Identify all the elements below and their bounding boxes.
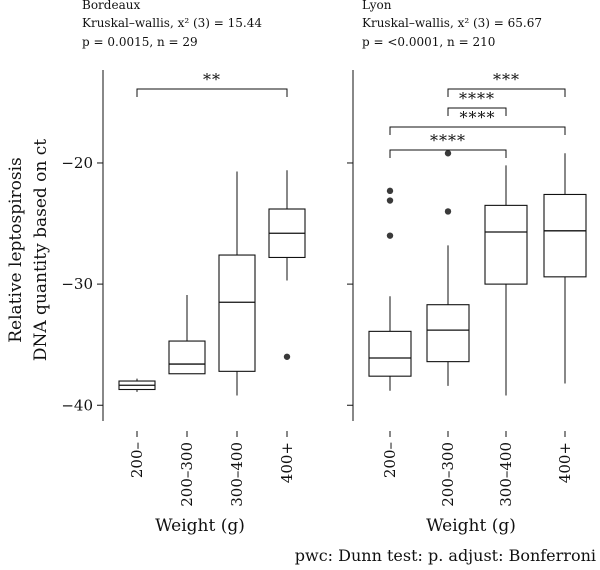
significance-stars: ****: [459, 89, 495, 108]
bordeaux-y-tick-label: −40: [61, 396, 93, 414]
lyon-comparison-bracket: ****: [447, 89, 507, 116]
significance-stars: ****: [430, 131, 466, 150]
bordeaux-panel-title: Bordeaux: [82, 0, 140, 12]
bracket-line: [389, 149, 507, 158]
lyon-box-4: [543, 153, 587, 384]
bordeaux-x-axis-title: Weight (g): [155, 516, 245, 536]
bordeaux-box-1: [118, 378, 156, 392]
bracket-line: [136, 88, 288, 97]
lyon-box-3: [484, 165, 528, 396]
bordeaux-box-2: [168, 295, 206, 375]
bordeaux-x-tick-label: 400+: [278, 442, 296, 483]
lyon-panel-title: Lyon: [362, 0, 392, 12]
lyon-comparison-bracket: ****: [389, 108, 566, 135]
significance-stars: ****: [460, 108, 496, 127]
bordeaux-stat-line2: p = 0.0015, n = 29: [82, 35, 198, 49]
outlier-point: [386, 187, 394, 195]
footer-note: pwc: Dunn test: p. adjust: Bonferroni: [295, 546, 596, 565]
lyon-stat-line1: Kruskal–wallis, x² (3) = 65.67: [362, 16, 542, 30]
box-iqr: [218, 254, 256, 372]
bordeaux-box-4: [268, 170, 306, 360]
significance-stars: **: [203, 70, 221, 89]
y-axis-title-line1: Relative leptospirosis: [6, 157, 26, 343]
lyon-comparison-bracket: ***: [447, 70, 566, 97]
lyon-box-1: [368, 187, 412, 391]
bracket-line: [389, 126, 566, 135]
lyon-x-tick-label: 200–: [381, 442, 399, 478]
lyon-comparison-bracket: ****: [389, 131, 507, 158]
outlier-point: [444, 208, 452, 215]
lyon-x-tick-label: 400+: [556, 442, 574, 483]
y-axis-title-line2: DNA quantity based on ct: [31, 139, 51, 361]
bordeaux-x-tick-label: 300–400: [228, 442, 246, 507]
lyon-panel: Lyon Kruskal–wallis, x² (3) = 65.67 p = …: [347, 0, 587, 536]
outlier-point: [283, 353, 291, 360]
bordeaux-y-tick-label: −20: [61, 154, 93, 172]
lyon-stat-line2: p = <0.0001, n = 210: [362, 35, 495, 49]
bordeaux-x-tick-label: 200–300: [178, 442, 196, 507]
lyon-x-axis-title: Weight (g): [426, 516, 516, 536]
lyon-box-2: [426, 150, 470, 386]
bordeaux-comparison-bracket: **: [136, 70, 288, 97]
bracket-line: [447, 88, 566, 97]
bracket-line: [447, 107, 507, 116]
box-iqr: [168, 340, 206, 375]
outlier-point: [444, 150, 452, 157]
bordeaux-stat-line1: Kruskal–wallis, x² (3) = 15.44: [82, 16, 262, 30]
box-iqr: [426, 304, 470, 363]
box-iqr: [543, 193, 587, 278]
box-iqr: [368, 330, 412, 377]
significance-stars: ***: [493, 70, 520, 89]
box-iqr: [484, 204, 528, 285]
lyon-x-tick-label: 300–400: [497, 442, 515, 507]
lyon-x-tick-label: 200–300: [439, 442, 457, 507]
bordeaux-box-3: [218, 171, 256, 396]
outlier-point: [386, 232, 394, 239]
outlier-point: [386, 197, 394, 204]
bordeaux-x-tick-label: 200–: [128, 442, 146, 478]
bordeaux-panel: Bordeaux Kruskal–wallis, x² (3) = 15.44 …: [61, 0, 306, 536]
bordeaux-y-tick-label: −30: [61, 275, 93, 293]
